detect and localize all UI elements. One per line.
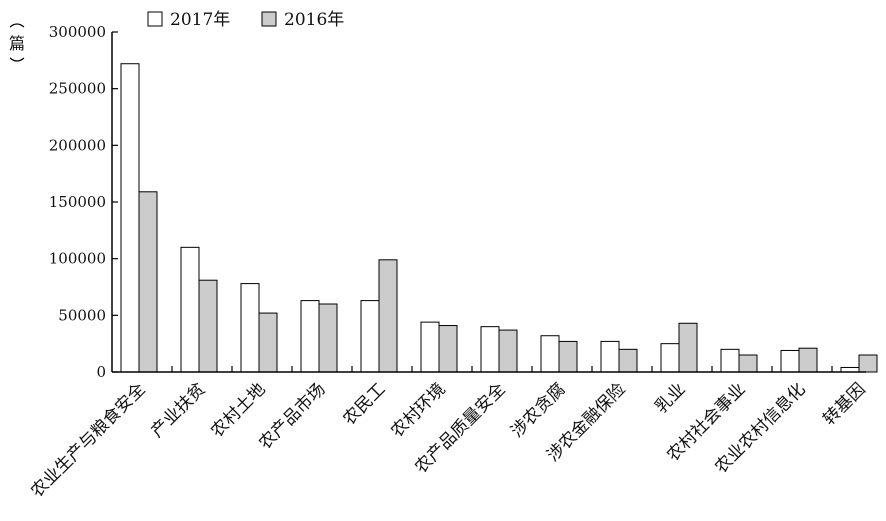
x-category-label: 涉农贪腐 — [507, 379, 569, 441]
bar-2017 — [180, 246, 200, 373]
unit-paren-bottom — [9, 57, 25, 62]
bar-2017 — [600, 340, 620, 373]
y-axis-unit: 篇 — [9, 23, 25, 62]
unit-paren-top — [9, 23, 25, 28]
y-axis: 0 50000 100000 150000 200000 250000 300000 — [49, 23, 118, 381]
bar-2017 — [480, 326, 500, 373]
x-category-label: 农民工 — [339, 379, 389, 429]
bar-2017 — [660, 343, 680, 373]
x-category-label: 农村环境 — [387, 379, 449, 441]
bar-2017 — [780, 349, 800, 373]
bar-2017 — [300, 300, 320, 373]
bar-2016 — [798, 347, 818, 373]
bar-2017 — [720, 348, 740, 373]
bar-2016 — [558, 340, 578, 373]
bar-2017 — [420, 321, 440, 373]
y-tick-label: 200000 — [49, 136, 106, 154]
legend-swatch — [261, 11, 277, 27]
bar-2016 — [858, 354, 878, 373]
y-tick-label: 0 — [96, 363, 106, 381]
y-tick-label: 150000 — [49, 193, 106, 211]
bar-2016 — [378, 259, 398, 373]
bar-2016 — [198, 279, 218, 373]
bar-2017 — [360, 300, 380, 373]
bars — [120, 63, 878, 373]
x-category-label: 转基因 — [819, 379, 869, 429]
x-category-label: 产业扶贫 — [147, 379, 209, 441]
legend-label: 2016年 — [284, 10, 344, 30]
bar-2017 — [120, 63, 140, 373]
y-axis-unit-label: 篇 — [9, 34, 25, 53]
y-tick-label: 100000 — [49, 250, 106, 268]
bar-2016 — [678, 322, 698, 373]
legend: 2017年 2016年 — [147, 10, 344, 30]
bar-2016 — [738, 354, 758, 373]
bar-2017 — [240, 283, 260, 373]
legend-label: 2017年 — [170, 10, 230, 30]
bar-2016 — [318, 303, 338, 373]
bar-2016 — [138, 191, 158, 373]
legend-swatch — [147, 11, 163, 27]
bar-2016 — [438, 325, 458, 373]
y-tick-label: 300000 — [49, 23, 106, 41]
bar-2016 — [618, 348, 638, 373]
x-category-label: 农业生产与粮食安全 — [27, 379, 149, 501]
y-tick-label: 250000 — [49, 80, 106, 98]
x-category-label: 农村土地 — [207, 379, 269, 441]
bar-2016 — [258, 312, 278, 373]
y-tick-label: 50000 — [58, 306, 106, 324]
x-category-label: 乳业 — [651, 379, 689, 417]
bar-2016 — [498, 329, 518, 373]
bar-2017 — [540, 335, 560, 373]
